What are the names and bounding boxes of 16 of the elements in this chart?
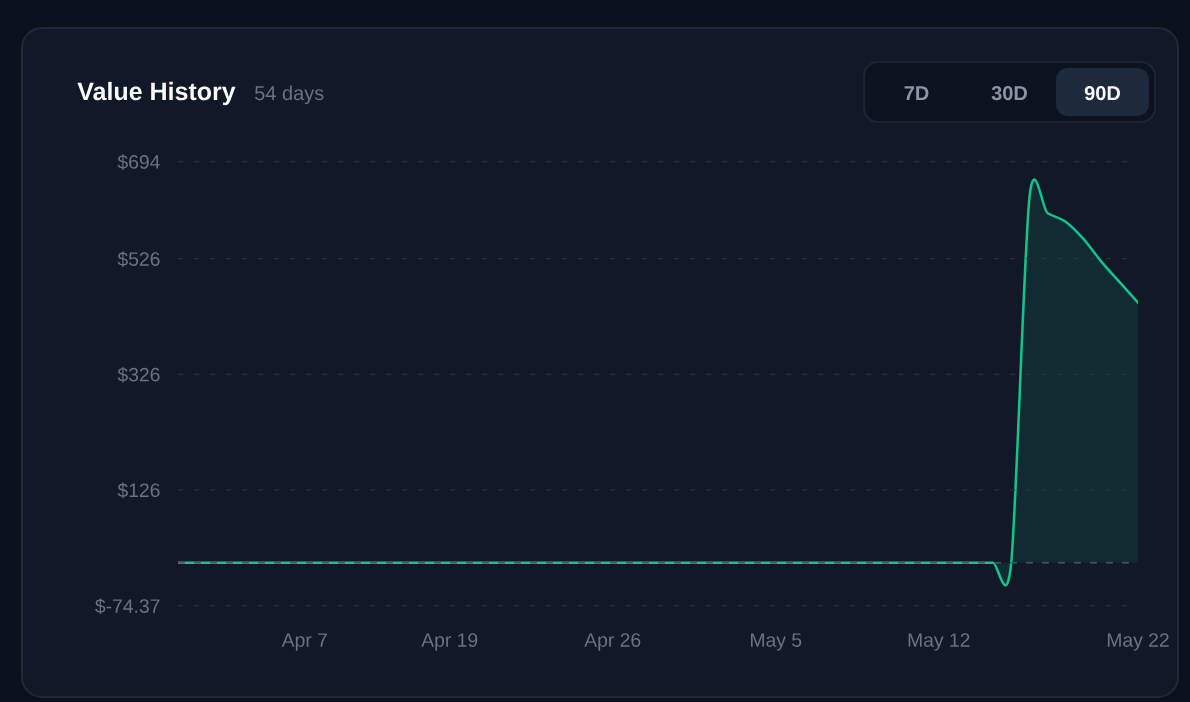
- text: 7D: [904, 86, 929, 100]
- y-tick-label: $326: [117, 366, 160, 383]
- chart-subtitle: 54 days: [255, 85, 324, 105]
- chart-title: Value History: [77, 81, 236, 106]
- text: 30D: [991, 86, 1027, 101]
- y-tick-label: $694: [117, 154, 160, 170]
- y-tick-label: $126: [117, 482, 160, 499]
- text: 90D: [1084, 86, 1120, 101]
- x-tick-label: May 12: [908, 633, 970, 651]
- x-tick-label: Apr 19: [421, 633, 478, 651]
- x-tick-label: May 22: [1107, 633, 1169, 651]
- y-tick-label: $-74.37: [95, 598, 160, 615]
- x-tick-label: May 5: [751, 633, 802, 651]
- y-tick-label: $526: [117, 251, 160, 268]
- x-tick-label: Apr 7: [281, 633, 327, 651]
- x-tick-label: Apr 26: [584, 633, 641, 651]
